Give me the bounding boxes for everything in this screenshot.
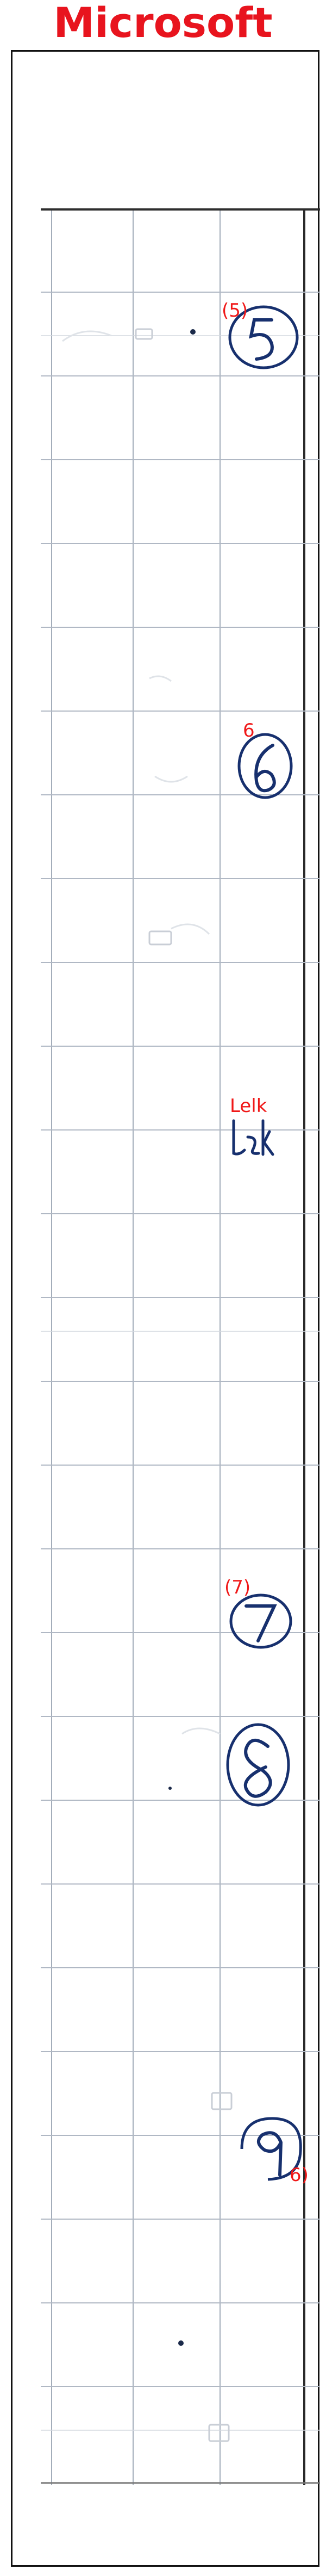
circled-7-mark	[229, 1593, 292, 1649]
circled-6-mark	[237, 733, 293, 799]
grid-lines	[41, 211, 320, 2485]
scanned-grid-sheet	[41, 208, 320, 2485]
annotation-label: (7)	[224, 1577, 251, 1598]
circled-8-mark	[226, 1723, 290, 1807]
circled-5-mark	[228, 305, 299, 369]
circled-9-mark	[240, 2117, 302, 2181]
annotation-label: (5)	[222, 300, 248, 322]
annotation-label: 6	[243, 720, 255, 742]
page-title: Microsoft	[53, 0, 273, 47]
document-frame	[11, 50, 319, 2567]
annotation-label: 6)	[290, 2164, 309, 2186]
annotation-label: Lelk	[230, 1095, 267, 1117]
handwritten-word-mark	[232, 1119, 274, 1156]
